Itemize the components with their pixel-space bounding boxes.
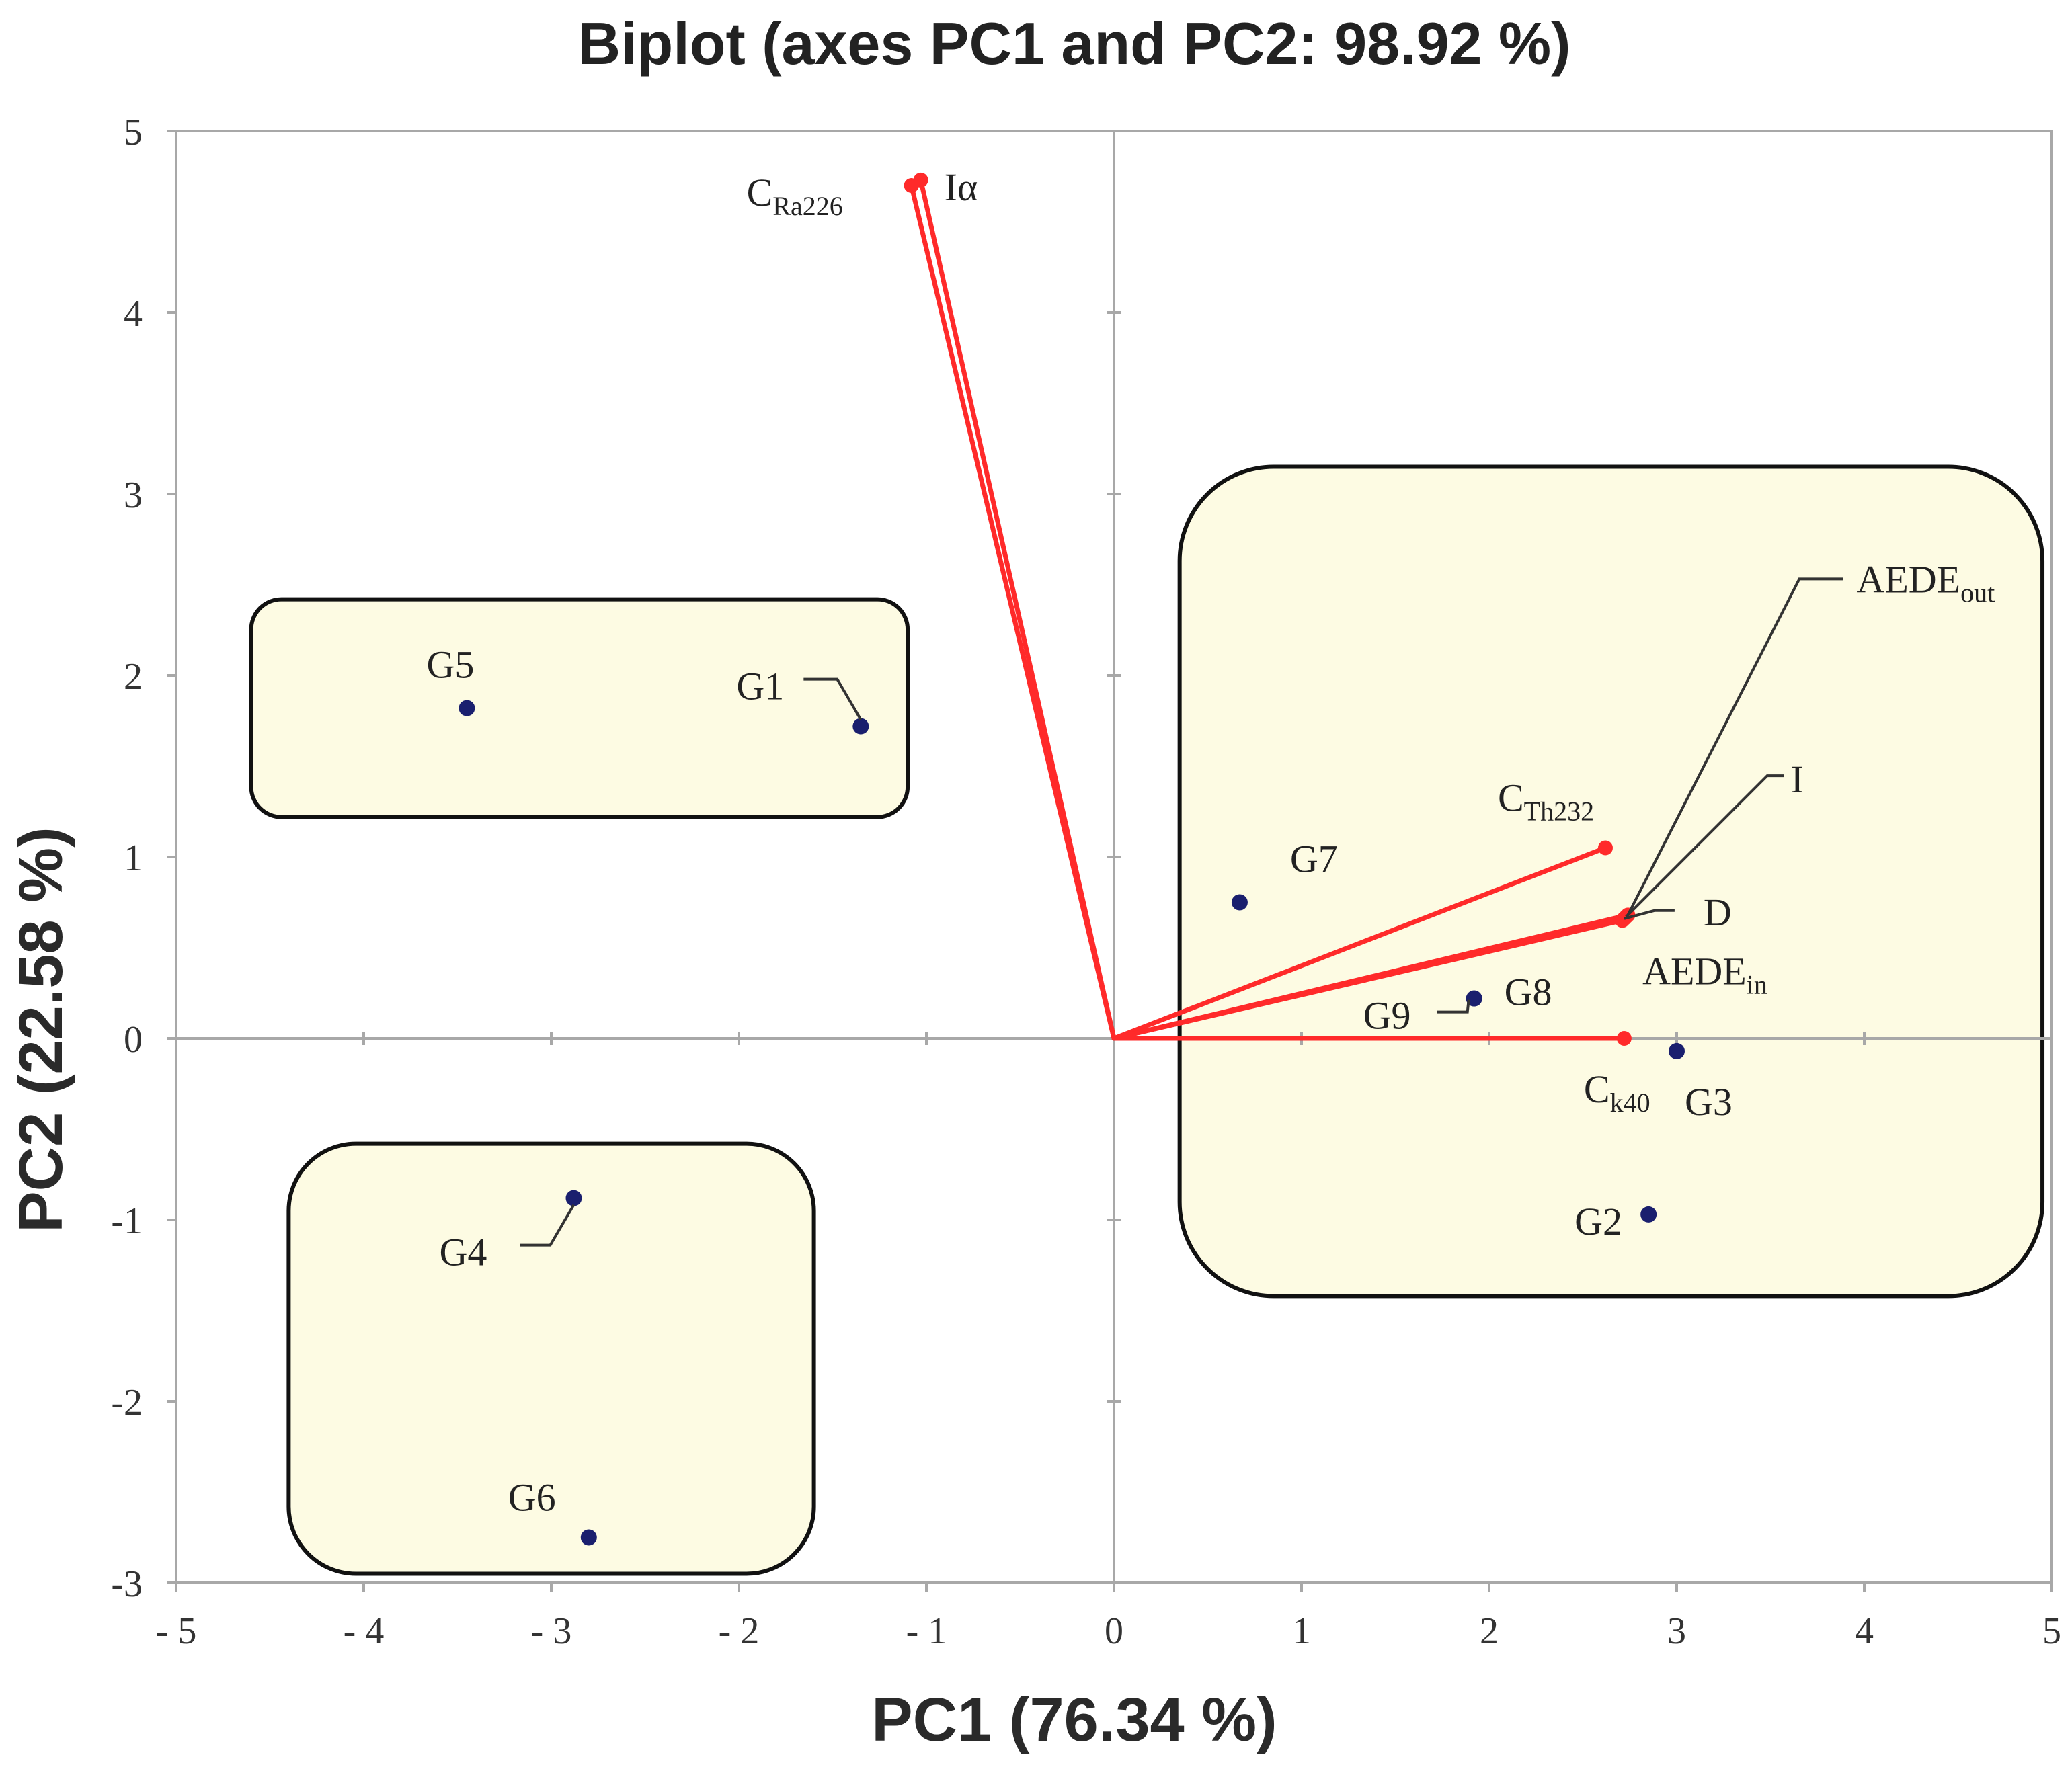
x-tick-label: - 5 (156, 1610, 197, 1652)
y-tick-label: 1 (124, 837, 143, 879)
label-g8: G8 (1505, 971, 1552, 1014)
point-g4 (565, 1190, 582, 1206)
chart-title: Biplot (axes PC1 and PC2: 98.92 %) (578, 10, 1571, 77)
leader-i (1625, 774, 1784, 918)
x-tick-label: - 4 (344, 1610, 385, 1652)
y-tick-label: 5 (124, 112, 143, 153)
label-g4: G4 (439, 1231, 487, 1274)
point-g2 (1640, 1206, 1657, 1223)
point-g7 (1231, 894, 1248, 911)
label-d: D (1704, 891, 1732, 934)
leader-d (1624, 909, 1675, 920)
observation-points (459, 700, 1685, 1546)
label-g7: G7 (1290, 837, 1338, 881)
point-g1 (852, 718, 869, 735)
y-tick-label: -2 (111, 1382, 143, 1424)
y-tick-label: 0 (124, 1019, 143, 1061)
point-g3 (1669, 1042, 1685, 1059)
label-g3: G3 (1685, 1080, 1732, 1124)
label-g1: G1 (736, 665, 784, 708)
x-tick-label: 1 (1292, 1610, 1311, 1652)
leader-g9 (1437, 999, 1470, 1014)
x-tick-label: - 2 (719, 1610, 760, 1652)
label-cra226: CRa226 (747, 171, 843, 221)
x-tick-label: 4 (1855, 1610, 1874, 1652)
label-aedein: AEDEin (1642, 950, 1767, 1000)
point-labels: G1 G2 G3 G4 G5 G6 G7 G8 G9 CRa226 Iα CTh232 AEDEout I… (426, 165, 1995, 1520)
point-g5 (459, 700, 475, 716)
x-tick-label: 3 (1667, 1610, 1686, 1652)
group-box-3 (1177, 464, 2045, 1299)
y-tick-label: 3 (124, 475, 143, 516)
group-boxes (249, 464, 2045, 1576)
label-g2: G2 (1575, 1200, 1622, 1243)
label-i: I (1791, 757, 1804, 801)
x-axis-title: PC1 (76.34 %) (871, 1686, 1277, 1754)
group-box-1 (249, 597, 910, 819)
vector-tip-iα (913, 172, 928, 188)
x-tick-label: 2 (1480, 1610, 1499, 1652)
leader-g1 (803, 677, 863, 720)
leader-aedeout (1626, 577, 1843, 916)
group-box-2 (286, 1141, 816, 1576)
y-tick-label: 2 (124, 656, 143, 698)
x-tick-label: - 1 (906, 1610, 947, 1652)
vector-iα (918, 177, 1117, 1041)
y-axis-title: PC2 (22.58 %) (7, 827, 75, 1232)
x-tick-label: 5 (2042, 1610, 2061, 1652)
point-g9 (1466, 990, 1482, 1007)
label-g5: G5 (426, 643, 474, 687)
label-g6: G6 (508, 1476, 556, 1520)
y-tick-label: -3 (111, 1563, 143, 1605)
y-tick-label: 4 (124, 293, 143, 335)
y-tick-label: -1 (111, 1200, 143, 1242)
label-aedeout: AEDEout (1856, 557, 1995, 608)
vector-cth232 (1111, 846, 1608, 1041)
leader-g4 (520, 1204, 575, 1247)
vector-tip-ck40 (1616, 1031, 1632, 1046)
x-tick-label: 0 (1105, 1610, 1123, 1652)
tick-labels: - 5 - 4 - 3 - 2 - 1 0 1 2 3 4 5 -3 -2 -1 0 1 2 3 4 5 (111, 112, 2061, 1652)
label-g9: G9 (1363, 994, 1411, 1038)
label-cth232: CTh232 (1498, 776, 1594, 827)
label-iα: Iα (945, 165, 978, 209)
label-ck40: Ck40 (1584, 1067, 1650, 1118)
vector-tip-cth232 (1597, 840, 1613, 856)
point-g6 (580, 1529, 597, 1546)
x-tick-label: - 3 (531, 1610, 572, 1652)
vector-aedein (1111, 918, 1625, 1041)
